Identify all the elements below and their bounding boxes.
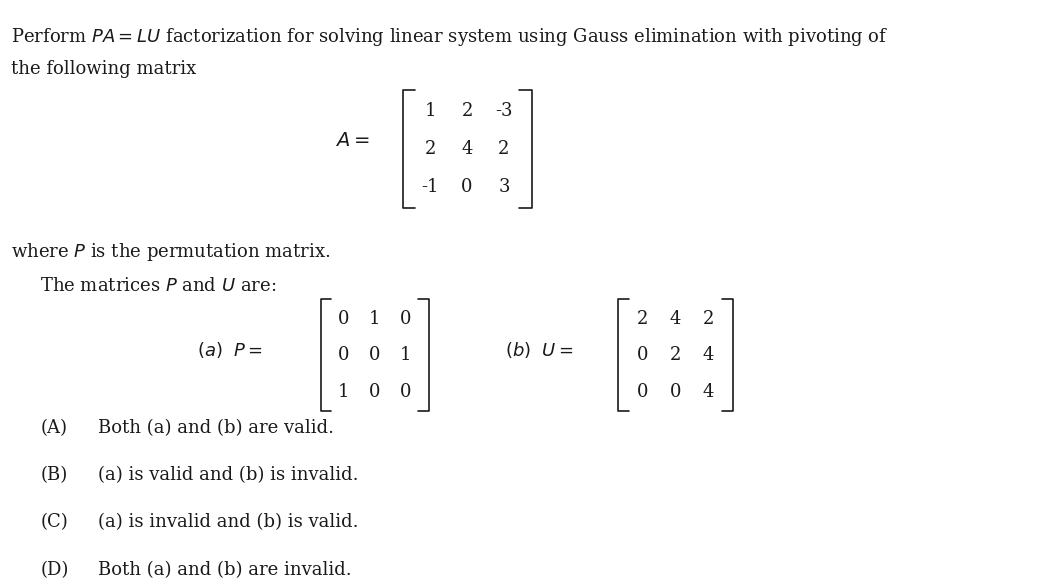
Text: 2: 2 xyxy=(703,310,714,328)
Text: (D): (D) xyxy=(40,561,68,578)
Text: 0: 0 xyxy=(462,178,473,196)
Text: -3: -3 xyxy=(495,102,513,120)
Text: 3: 3 xyxy=(498,178,510,196)
Text: 2: 2 xyxy=(670,346,682,364)
Text: 0: 0 xyxy=(370,346,381,364)
Text: (a) is invalid and (b) is valid.: (a) is invalid and (b) is valid. xyxy=(98,513,359,532)
Text: 0: 0 xyxy=(370,383,381,401)
Text: 0: 0 xyxy=(338,346,350,364)
Text: 4: 4 xyxy=(703,346,714,364)
Text: Both (a) and (b) are valid.: Both (a) and (b) are valid. xyxy=(98,418,334,437)
Text: (A): (A) xyxy=(40,418,67,437)
Text: 0: 0 xyxy=(400,310,411,328)
Text: 1: 1 xyxy=(400,346,411,364)
Text: where $P$ is the permutation matrix.: where $P$ is the permutation matrix. xyxy=(12,241,331,263)
Text: 2: 2 xyxy=(462,102,472,120)
Text: 0: 0 xyxy=(637,346,648,364)
Text: 0: 0 xyxy=(338,310,350,328)
Text: 0: 0 xyxy=(637,383,648,401)
Text: 4: 4 xyxy=(462,140,472,158)
Text: 4: 4 xyxy=(703,383,714,401)
Text: the following matrix: the following matrix xyxy=(12,60,197,78)
Text: (B): (B) xyxy=(40,466,67,484)
Text: 0: 0 xyxy=(670,383,682,401)
Text: Both (a) and (b) are invalid.: Both (a) and (b) are invalid. xyxy=(98,561,352,578)
Text: 1: 1 xyxy=(370,310,381,328)
Text: $(b)$  $U = $: $(b)$ $U = $ xyxy=(505,340,574,360)
Text: 2: 2 xyxy=(637,310,648,328)
Text: 2: 2 xyxy=(424,140,436,158)
Text: 4: 4 xyxy=(670,310,682,328)
Text: 0: 0 xyxy=(400,383,411,401)
Text: 1: 1 xyxy=(424,102,436,120)
Text: $(a)$  $P = $: $(a)$ $P = $ xyxy=(197,340,263,360)
Text: $A = $: $A = $ xyxy=(335,132,370,150)
Text: Perform $PA = LU$ factorization for solving linear system using Gauss eliminatio: Perform $PA = LU$ factorization for solv… xyxy=(12,27,889,49)
Text: (a) is valid and (b) is invalid.: (a) is valid and (b) is invalid. xyxy=(98,466,359,484)
Text: 1: 1 xyxy=(338,383,350,401)
Text: (C): (C) xyxy=(40,513,68,532)
Text: -1: -1 xyxy=(421,178,439,196)
Text: 2: 2 xyxy=(498,140,510,158)
Text: The matrices $P$ and $U$ are:: The matrices $P$ and $U$ are: xyxy=(40,277,276,295)
